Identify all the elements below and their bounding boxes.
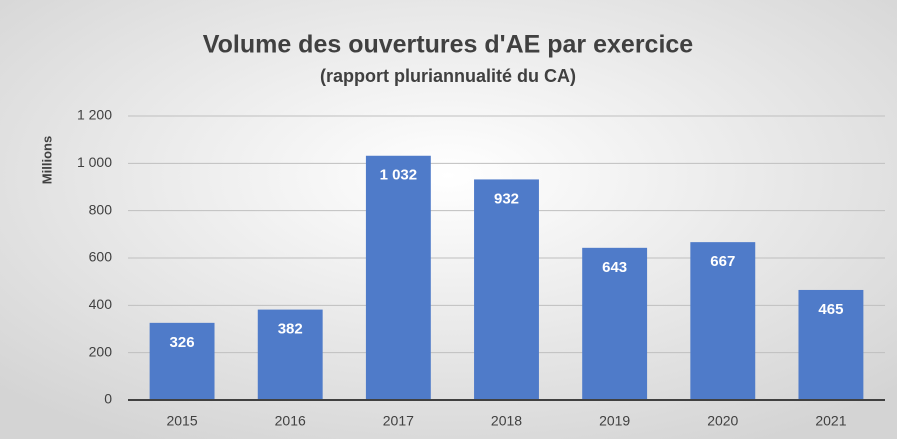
y-tick-label: 200	[89, 343, 113, 359]
value-label: 382	[278, 321, 303, 338]
y-tick-label: 1 000	[77, 154, 112, 170]
chart-subtitle: (rapport pluriannualité du CA)	[320, 66, 576, 86]
bar	[474, 179, 539, 400]
bar	[149, 322, 215, 400]
x-tick-label: 2019	[599, 413, 630, 429]
bar	[798, 289, 864, 400]
bar	[365, 155, 431, 400]
value-label: 643	[602, 259, 627, 276]
value-label: 1 032	[380, 167, 418, 184]
value-label: 465	[818, 301, 843, 318]
x-tick-label: 2018	[491, 413, 522, 429]
value-label: 326	[170, 334, 195, 351]
y-tick-label: 1 200	[77, 107, 112, 123]
x-tick-label: 2021	[815, 413, 846, 429]
value-label: 667	[710, 253, 735, 270]
bar	[582, 247, 648, 400]
x-tick-label: 2015	[166, 413, 197, 429]
x-tick-label: 2017	[383, 413, 414, 429]
x-tick-label: 2020	[707, 413, 738, 429]
y-axis-label: Millions	[39, 136, 54, 184]
x-tick-label: 2016	[275, 413, 306, 429]
y-tick-label: 800	[89, 201, 113, 217]
value-label: 932	[494, 190, 519, 207]
y-tick-label: 400	[89, 296, 113, 312]
bar	[257, 309, 323, 400]
chart-title: Volume des ouvertures d'AE par exercice	[203, 31, 694, 59]
y-tick-label: 600	[89, 249, 113, 265]
y-tick-label: 0	[104, 391, 112, 407]
bar	[690, 242, 756, 400]
